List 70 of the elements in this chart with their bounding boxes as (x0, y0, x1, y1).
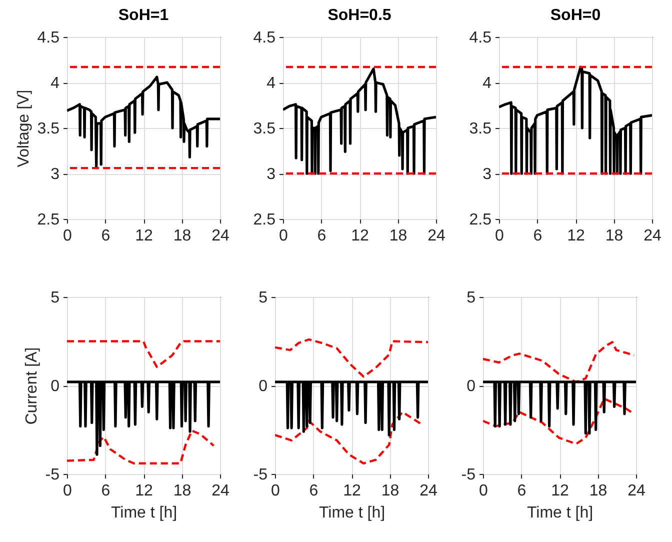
y-tick-label: 3.5 (37, 120, 60, 138)
line-series (483, 380, 636, 435)
x-tick-label: 0 (63, 228, 72, 244)
y-axis-title: Voltage [V] (15, 90, 32, 168)
chart-title: SoH=0 (550, 7, 601, 24)
y-tick-label: 4 (50, 75, 60, 92)
y-tick-label: 0 (258, 378, 268, 395)
x-tick-label: 0 (495, 228, 504, 244)
y-tick-label: 4 (266, 75, 276, 92)
x-tick-label: 24 (212, 228, 230, 244)
y-tick-label: 5 (466, 290, 476, 306)
x-tick-label: 24 (428, 228, 446, 244)
x-tick-label: 6 (309, 482, 318, 500)
x-tick-label: 6 (101, 482, 110, 500)
y-tick-label: 0 (466, 378, 476, 395)
line-series (67, 76, 220, 168)
y-tick-label: 2.5 (469, 212, 492, 228)
x-tick-label: 18 (173, 482, 192, 500)
x-tick-label: 24 (628, 482, 646, 500)
x-tick-label: 0 (63, 482, 72, 500)
y-tick-label: 4.5 (253, 30, 276, 46)
y-tick-label: 0 (50, 378, 60, 395)
x-tick-label: 6 (533, 228, 542, 244)
y-tick-label: 3.5 (469, 120, 492, 138)
y-tick-label: 4.5 (469, 30, 492, 46)
x-tick-label: 12 (351, 228, 369, 244)
line-series (67, 340, 220, 368)
x-tick-label: 18 (589, 482, 608, 500)
x-tick-label: 24 (420, 482, 438, 500)
x-tick-label: 12 (343, 482, 361, 500)
x-tick-label: 6 (517, 482, 526, 500)
chart-title: SoH=1 (118, 7, 169, 24)
x-tick-label: 6 (101, 228, 110, 244)
y-tick-label: 5 (258, 290, 268, 306)
line-series (67, 430, 215, 464)
x-tick-label: 12 (567, 228, 585, 244)
y-tick-label: 3.5 (253, 120, 276, 138)
y-tick-label: 3 (266, 166, 276, 183)
x-axis-title: Time t [h] (318, 504, 386, 522)
x-axis-title: Time t [h] (110, 504, 178, 522)
x-tick-label: 18 (173, 228, 192, 244)
y-tick-label: 3 (50, 166, 60, 183)
y-tick-label: -5 (461, 466, 476, 484)
x-tick-label: 6 (317, 228, 326, 244)
y-tick-label: 5 (50, 290, 60, 306)
y-tick-label: 2.5 (253, 212, 276, 228)
x-tick-label: 12 (135, 228, 153, 244)
x-tick-label: 12 (135, 482, 153, 500)
x-tick-label: 24 (644, 228, 662, 244)
x-tick-label: 12 (551, 482, 569, 500)
x-tick-label: 18 (381, 482, 400, 500)
line-series (499, 66, 652, 175)
line-series (67, 380, 220, 456)
y-tick-label: -5 (253, 466, 268, 484)
line-series (483, 341, 636, 384)
chart-title: SoH=0.5 (328, 7, 392, 24)
x-axis-title: Time t [h] (526, 504, 594, 522)
x-tick-label: 18 (389, 228, 408, 244)
y-axis-title: Current [A] (23, 347, 40, 425)
x-tick-label: 18 (605, 228, 624, 244)
y-tick-label: 2.5 (37, 212, 60, 228)
y-tick-label: 4 (482, 75, 492, 92)
y-tick-label: -5 (45, 466, 60, 484)
line-series (275, 338, 428, 378)
y-tick-label: 3 (482, 166, 492, 183)
x-tick-label: 0 (279, 228, 288, 244)
line-series (275, 380, 428, 436)
line-series (283, 68, 436, 175)
y-tick-label: 4.5 (37, 30, 60, 46)
x-tick-label: 24 (212, 482, 230, 500)
